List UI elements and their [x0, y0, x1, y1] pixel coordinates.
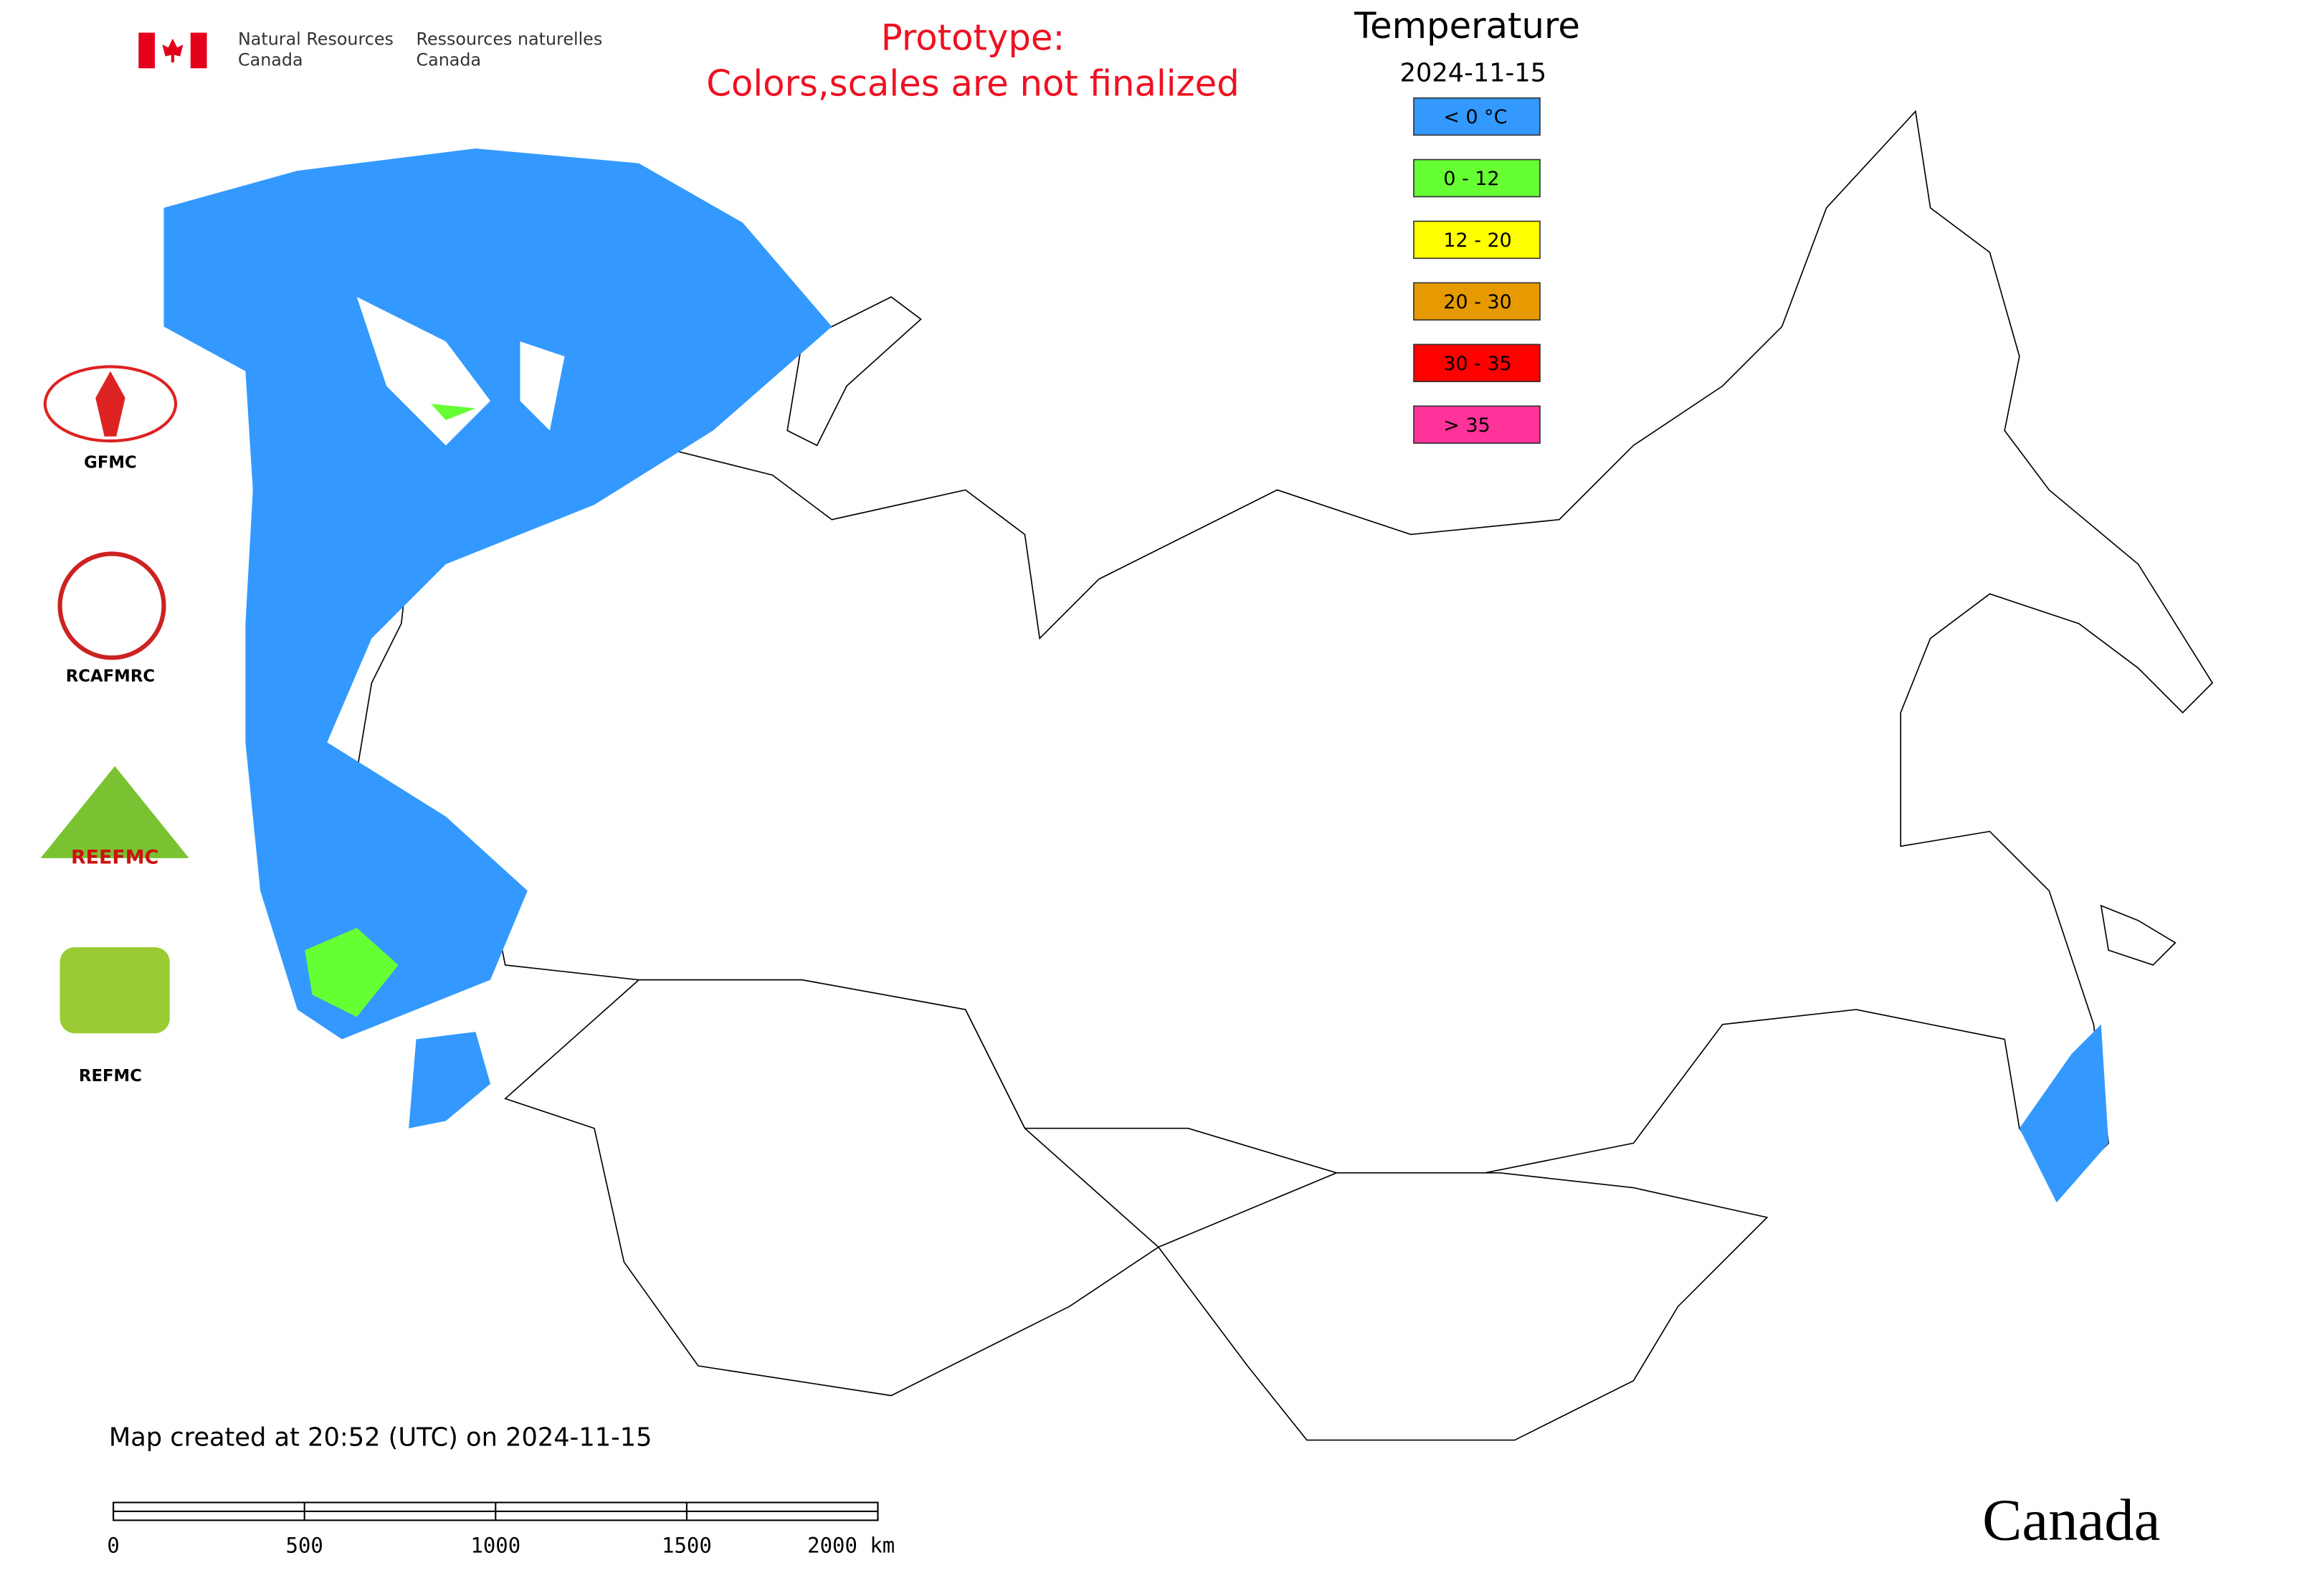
logo-label: GFMC	[84, 454, 137, 472]
legend-swatch	[1413, 405, 1541, 444]
legend-label: 12 - 20	[1443, 229, 1511, 252]
mongolia	[1157, 1172, 1769, 1441]
reefmc-logo	[40, 766, 189, 858]
logo-label: REFMC	[79, 1067, 142, 1086]
field-below-zero	[2019, 1024, 2109, 1203]
legend-title: Temperature	[1354, 5, 1580, 47]
field-0-12	[305, 928, 399, 1017]
side-logos: REEFMC	[40, 365, 189, 1034]
maple-leaf	[162, 38, 184, 62]
scale-label: 500	[286, 1534, 323, 1558]
legend-swatch	[1413, 97, 1541, 136]
gfmc-flame	[95, 371, 125, 437]
refmc-logo	[60, 947, 170, 1034]
legend-swatch	[1413, 282, 1541, 321]
dept-fr: Canada	[417, 49, 482, 70]
canada-wordmark: Canada	[1982, 1487, 2160, 1553]
dept-fr: Ressources naturelles	[417, 29, 603, 49]
temperature-field	[163, 148, 2109, 1203]
reefmc-text: REEFMC	[71, 846, 158, 868]
flag-band	[190, 32, 207, 69]
sakhalin	[2100, 904, 2177, 966]
legend-swatch	[1413, 220, 1541, 260]
legend-label: > 35	[1443, 414, 1490, 437]
dept-en: Canada	[238, 49, 303, 70]
flag-band	[138, 32, 156, 69]
legend-label: 30 - 35	[1443, 353, 1511, 375]
logo-label: RCAFMRC	[66, 668, 155, 686]
notice: Colors,scales are not finalized	[706, 63, 1239, 105]
russia	[356, 110, 2214, 1189]
legend-label: 20 - 30	[1443, 291, 1511, 313]
scale-label: 2000 km	[807, 1534, 895, 1558]
legend-label: < 0 °C	[1443, 106, 1507, 128]
rcafmrc-logo	[57, 551, 166, 660]
notice: Prototype:	[881, 16, 1065, 58]
kazakhstan	[504, 979, 1160, 1397]
legend-swatch	[1413, 158, 1541, 198]
scale-label: 1000	[470, 1534, 520, 1558]
white-sea	[520, 341, 565, 431]
legend-swatch	[1413, 343, 1541, 382]
scale-label: 1500	[662, 1534, 712, 1558]
gfmc-logo	[43, 365, 178, 443]
field-below-zero	[409, 1032, 491, 1129]
created-note: Map created at 20:52 (UTC) on 2024-11-15	[109, 1423, 652, 1453]
field-below-zero	[163, 148, 832, 1040]
scale-label: 0	[107, 1534, 119, 1558]
dept-en: Natural Resources	[238, 29, 394, 49]
legend-date: 2024-11-15	[1400, 59, 1547, 88]
legend-label: 0 - 12	[1443, 168, 1499, 190]
